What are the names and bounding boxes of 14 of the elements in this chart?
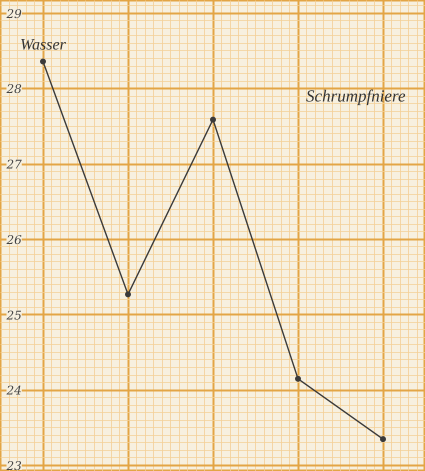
y-tick-label: 27 bbox=[6, 158, 22, 172]
y-tick-label: 25 bbox=[6, 308, 22, 322]
y-tick-label: 26 bbox=[6, 232, 22, 247]
annotation: Schrumpfniere bbox=[306, 86, 406, 106]
point bbox=[380, 436, 386, 442]
y-tick-label: 29 bbox=[6, 6, 22, 21]
y-tick-label: 24 bbox=[6, 384, 22, 398]
y-tick-label: 28 bbox=[6, 82, 22, 96]
annotation: Wasser bbox=[20, 36, 67, 54]
point bbox=[125, 291, 131, 298]
y-tick-label: 23 bbox=[6, 458, 22, 471]
point bbox=[295, 376, 301, 382]
point bbox=[40, 58, 46, 65]
point bbox=[210, 116, 216, 123]
